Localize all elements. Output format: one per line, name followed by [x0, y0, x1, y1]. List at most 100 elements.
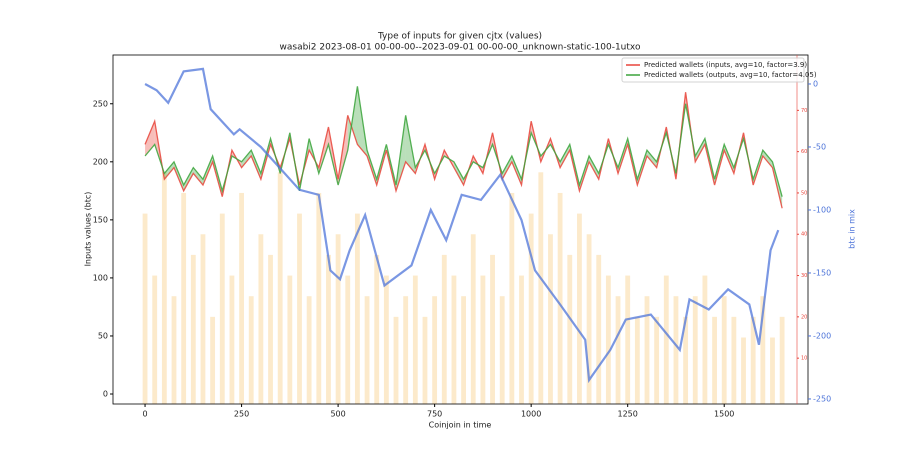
y3-tick-label: 10	[801, 356, 807, 362]
legend-label: Predicted wallets (outputs, avg=10, fact…	[644, 71, 817, 79]
bar	[605, 275, 611, 404]
y2-tick-label: -100	[813, 205, 831, 214]
bar	[364, 296, 370, 404]
bar	[432, 296, 438, 404]
bar	[644, 296, 650, 404]
bar	[229, 275, 235, 404]
bar	[519, 275, 524, 404]
y-tick-label: 50	[98, 331, 108, 340]
bar	[441, 254, 447, 404]
bar	[422, 316, 428, 404]
bar	[596, 254, 602, 404]
bar	[499, 296, 505, 404]
bar	[287, 275, 293, 404]
fill-between	[183, 167, 194, 191]
bar	[412, 275, 418, 404]
fill-between	[589, 156, 599, 180]
y2-axis-label: btc in mix	[848, 209, 857, 249]
bar	[712, 316, 717, 404]
bar	[190, 254, 196, 404]
bar	[538, 172, 544, 404]
bar	[200, 234, 206, 404]
y3-tick-label: 60	[801, 149, 807, 155]
bar	[480, 275, 486, 404]
bar	[528, 213, 534, 404]
bar	[171, 296, 177, 404]
bar	[152, 275, 158, 404]
bar	[470, 234, 476, 404]
y-tick-label: 200	[93, 157, 108, 166]
bar	[354, 213, 360, 404]
x-axis-label: Coinjoin in time	[429, 421, 492, 430]
x-tick-label: 750	[427, 410, 442, 419]
bar	[142, 213, 148, 404]
bar	[721, 296, 727, 404]
bar	[335, 234, 341, 404]
chart-title: Type of inputs for given cjtx (values)	[377, 32, 542, 42]
y3-tick-label: 70	[801, 108, 807, 114]
bar	[731, 316, 737, 404]
y3-tick-label: 40	[801, 232, 807, 238]
fill-between	[762, 150, 773, 168]
chart-subtitle: wasabi2 2023-08-01 00-00-00--2023-09-01 …	[280, 43, 641, 53]
bar	[663, 275, 669, 404]
bar	[248, 296, 254, 404]
y2-tick-label: 0	[813, 79, 818, 88]
bar	[683, 316, 689, 404]
line	[144, 86, 783, 197]
bar	[634, 316, 640, 404]
bar	[219, 213, 225, 404]
bar	[567, 254, 573, 404]
bar	[760, 296, 766, 404]
bar	[586, 234, 592, 404]
bar	[451, 275, 457, 404]
bar	[297, 213, 302, 404]
bar	[509, 192, 515, 404]
bar	[577, 213, 582, 404]
y-tick-label: 150	[93, 215, 108, 224]
bar	[548, 234, 553, 404]
fill-between	[193, 167, 203, 186]
bar	[326, 254, 331, 404]
y3-tick-label: 50	[801, 190, 807, 196]
bar	[181, 192, 187, 404]
x-tick-label: 1000	[521, 410, 541, 419]
x-tick-label: 0	[143, 410, 148, 419]
bar	[490, 254, 495, 404]
bar	[277, 172, 283, 404]
bar	[239, 192, 244, 404]
bar	[779, 316, 785, 404]
x-tick-label: 500	[330, 410, 345, 419]
y-axis-label: Inputs values (btc)	[84, 192, 93, 267]
plot-frame	[112, 54, 809, 405]
x-tick-label: 250	[234, 410, 249, 419]
bar	[615, 296, 621, 404]
bar	[770, 337, 775, 404]
fill-between	[502, 156, 512, 180]
line	[144, 67, 780, 384]
fill-between	[241, 150, 252, 168]
fill-between	[164, 161, 175, 180]
y-tick-label: 250	[93, 99, 108, 108]
bar	[625, 275, 631, 404]
legend-label: Predicted wallets (inputs, avg=10, facto…	[644, 61, 807, 69]
bar	[702, 275, 708, 404]
bar	[383, 275, 389, 404]
y2-tick-label: -150	[813, 268, 831, 277]
bar	[316, 192, 322, 404]
legend-box	[621, 57, 805, 83]
y2-tick-label: -250	[813, 394, 831, 403]
bar	[210, 316, 216, 404]
bar	[306, 296, 312, 404]
bar	[403, 296, 409, 404]
x-tick-label: 1250	[618, 410, 638, 419]
bar	[345, 275, 351, 404]
bar	[393, 316, 399, 404]
fill-between	[560, 144, 570, 168]
bar	[692, 296, 698, 404]
bar	[673, 296, 679, 404]
line	[144, 92, 783, 209]
y3-tick-label: 20	[801, 314, 807, 320]
y-tick-label: 100	[93, 273, 108, 282]
